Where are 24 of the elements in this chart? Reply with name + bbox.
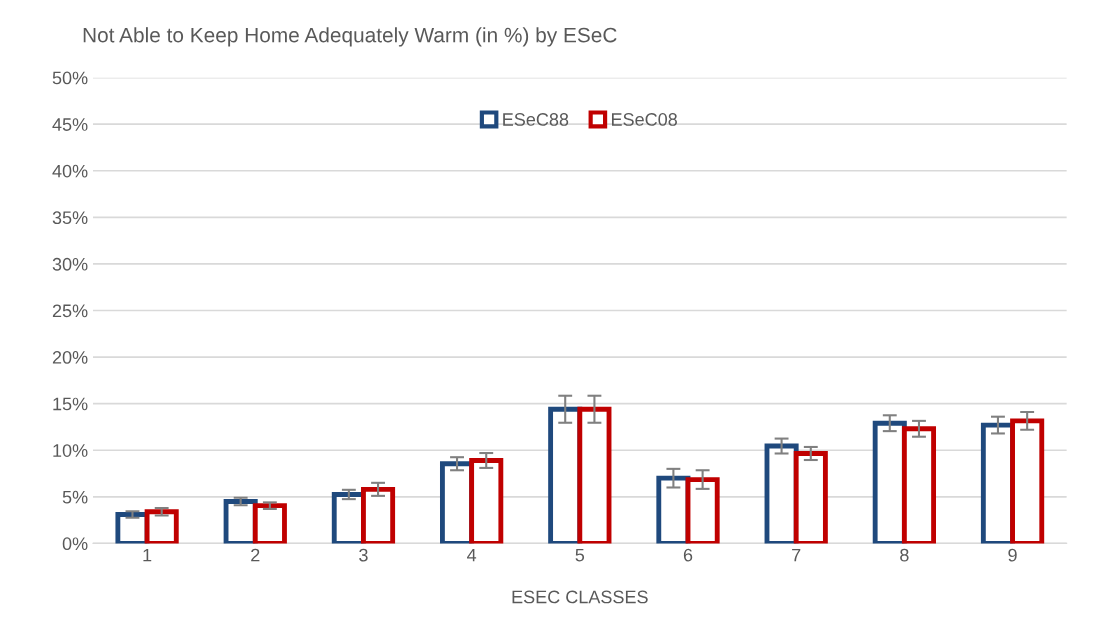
- y-tick-label: 20%: [52, 351, 88, 364]
- y-tick-label: 5%: [62, 490, 88, 504]
- legend-label: ESeC88: [503, 113, 569, 126]
- x-tick-label: 7: [792, 548, 801, 562]
- y-tick-label: 45%: [52, 118, 88, 131]
- y-tick-label: 15%: [53, 397, 88, 411]
- x-tick-label: 1: [143, 548, 152, 562]
- x-tick-label: 8: [900, 548, 909, 562]
- y-tick-label: 25%: [52, 304, 88, 318]
- y-tick-label: 40%: [52, 164, 88, 178]
- x-tick-label: 2: [251, 548, 260, 562]
- y-tick-label: 50%: [52, 71, 88, 85]
- x-axis-title: ESEC CLASSES: [512, 590, 648, 604]
- y-tick-label: 0%: [62, 537, 88, 551]
- x-tick-label: 9: [1008, 548, 1017, 562]
- x-tick-label: 3: [359, 548, 368, 562]
- legend-label: ESeC08: [612, 113, 677, 126]
- y-tick-label: 10%: [53, 444, 88, 457]
- chart-title: Not Able to Keep Home Adequately Warm (in %) by ESeC: [83, 27, 617, 47]
- x-tick-label: 4: [467, 548, 477, 562]
- y-tick-label: 35%: [52, 211, 88, 225]
- x-tick-label: 6: [683, 548, 693, 562]
- x-tick-label: 5: [575, 548, 585, 562]
- y-tick-label: 30%: [52, 257, 88, 271]
